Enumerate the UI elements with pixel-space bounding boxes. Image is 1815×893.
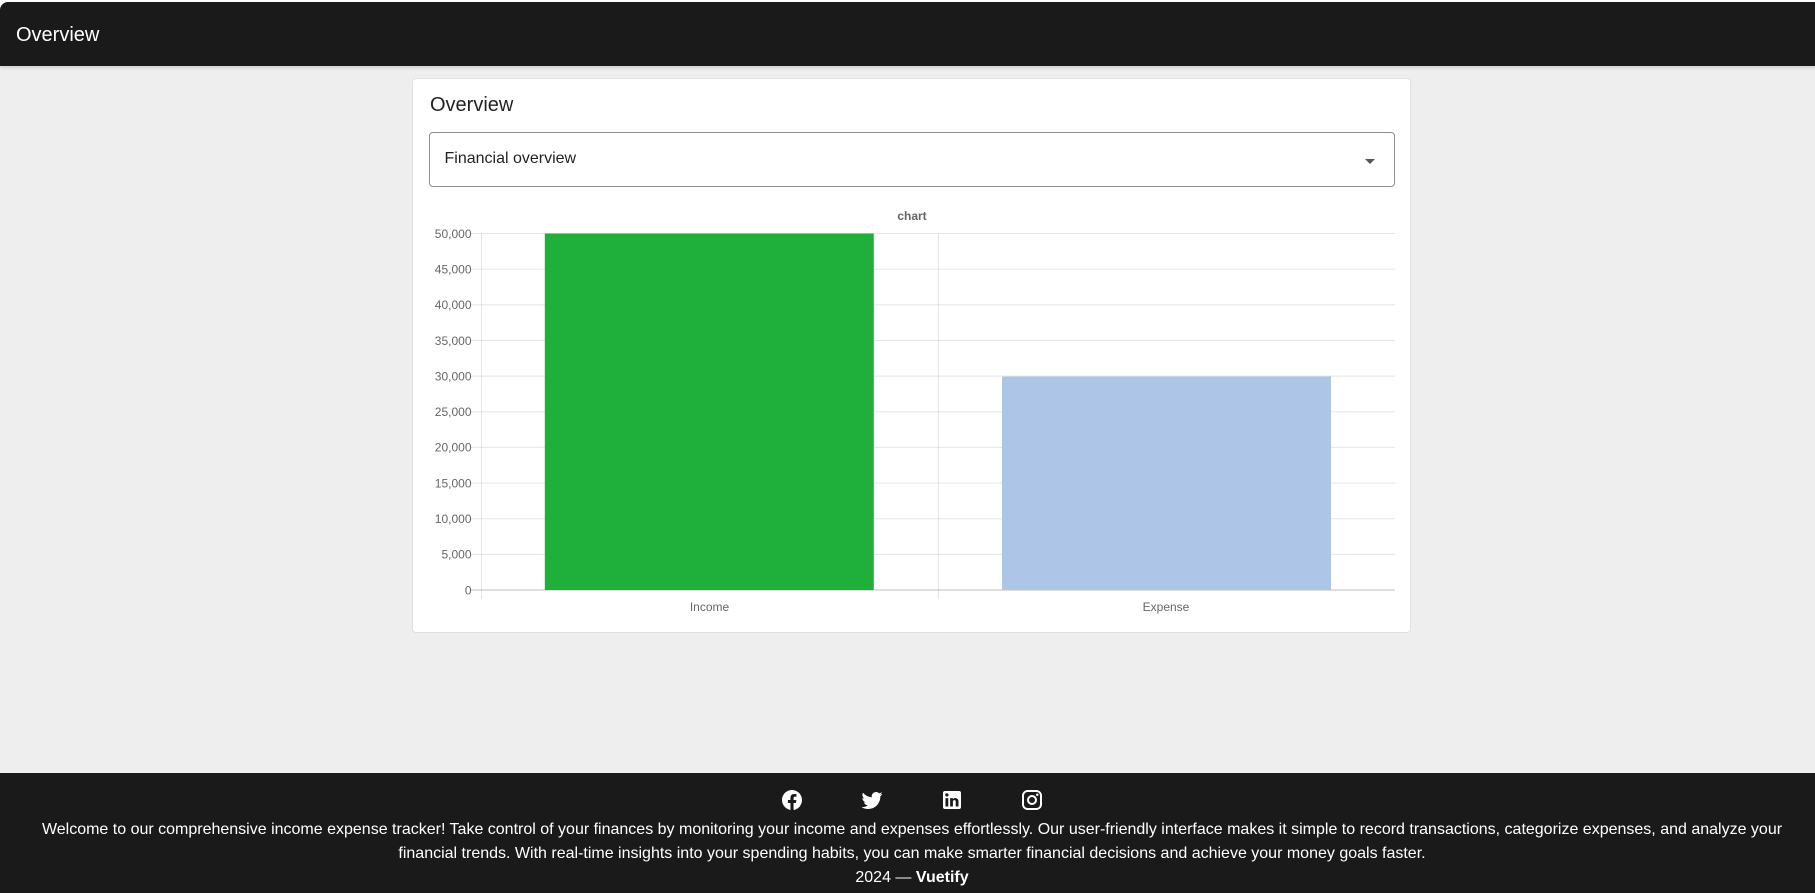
svg-text:50,000: 50,000 xyxy=(435,227,472,241)
svg-text:45,000: 45,000 xyxy=(435,262,472,276)
svg-text:35,000: 35,000 xyxy=(435,334,472,348)
svg-text:15,000: 15,000 xyxy=(435,476,472,490)
svg-text:5,000: 5,000 xyxy=(441,548,471,562)
svg-text:30,000: 30,000 xyxy=(435,369,472,383)
svg-text:10,000: 10,000 xyxy=(435,512,472,526)
svg-text:Income: Income xyxy=(690,600,730,614)
svg-text:chart: chart xyxy=(897,209,926,223)
svg-text:0: 0 xyxy=(465,583,472,597)
svg-text:25,000: 25,000 xyxy=(435,405,472,419)
svg-text:40,000: 40,000 xyxy=(435,298,472,312)
svg-text:20,000: 20,000 xyxy=(435,441,472,455)
svg-text:Expense: Expense xyxy=(1143,600,1190,614)
